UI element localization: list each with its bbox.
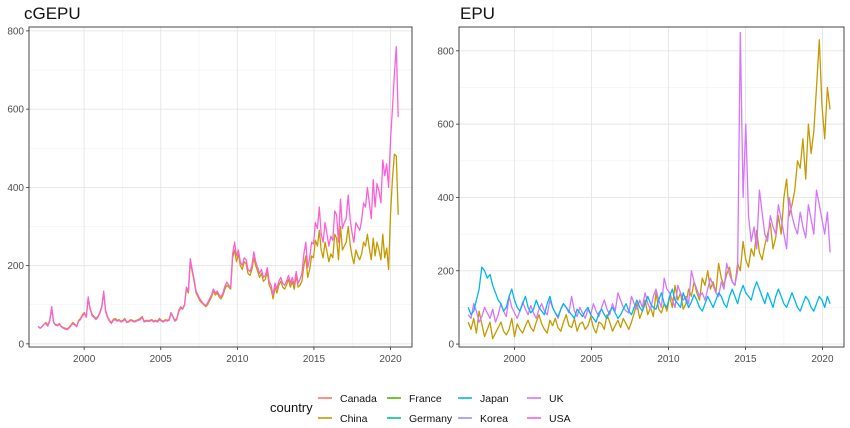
legend-item-uk: UK: [527, 393, 564, 405]
legend-item-canada: Canada: [318, 393, 377, 405]
x-tick-label: 2010: [657, 354, 680, 365]
panel-cgepu: cGEPU 2000 2005 2010 2015 2020 0 200 400 600 800: [7, 4, 413, 365]
panel-epu: EPU 2000 2005 2010 2015 2020 0 200 400 600 800: [437, 4, 845, 365]
legend-label: Japan: [480, 393, 509, 405]
y-tick-label: 800: [437, 46, 454, 57]
x-tick-label: 2005: [580, 354, 603, 365]
x-tick-label: 2005: [150, 354, 173, 365]
x-tick-label: 2015: [303, 354, 326, 365]
legend-label: UK: [549, 393, 564, 405]
y-tick-label: 400: [7, 183, 24, 194]
legend-item-france: France: [387, 393, 442, 405]
x-tick-label: 2020: [811, 354, 834, 365]
legend-label: Canada: [340, 393, 377, 405]
legend-label: Korea: [480, 413, 508, 425]
legend-item-korea: Korea: [458, 413, 508, 425]
x-tick-label: 2020: [379, 354, 402, 365]
y-tick-label: 800: [7, 26, 24, 37]
legend-item-china: China: [318, 413, 368, 425]
series-line-japan: [467, 266, 831, 323]
legend-label: USA: [549, 413, 571, 425]
x-tick-label: 2015: [734, 354, 757, 365]
series-line-uk: [467, 31, 831, 323]
y-tick-label: 600: [7, 105, 24, 116]
x-tick-label: 2000: [503, 354, 526, 365]
x-tick-label: 2010: [226, 354, 249, 365]
legend-label: China: [340, 413, 368, 425]
legend-item-usa: USA: [527, 413, 571, 425]
panel-title: cGEPU: [24, 4, 81, 23]
y-tick-label: 400: [437, 193, 454, 204]
legend: country Canada China France Germany Japan Kor…: [270, 393, 571, 425]
y-tick-label: 200: [7, 261, 24, 272]
y-tick-label: 0: [448, 340, 454, 351]
y-tick-label: 200: [437, 266, 454, 277]
y-tick-label: 600: [437, 120, 454, 131]
panel-title: EPU: [460, 4, 495, 23]
legend-item-germany: Germany: [387, 413, 453, 425]
series-line-usa: [37, 45, 399, 331]
x-tick-label: 2000: [73, 354, 96, 365]
legend-label: Germany: [409, 413, 453, 425]
panel-border: [458, 26, 845, 348]
legend-title: country: [270, 400, 313, 415]
y-tick-label: 0: [18, 339, 24, 350]
legend-item-japan: Japan: [458, 393, 509, 405]
legend-label: France: [409, 393, 442, 405]
